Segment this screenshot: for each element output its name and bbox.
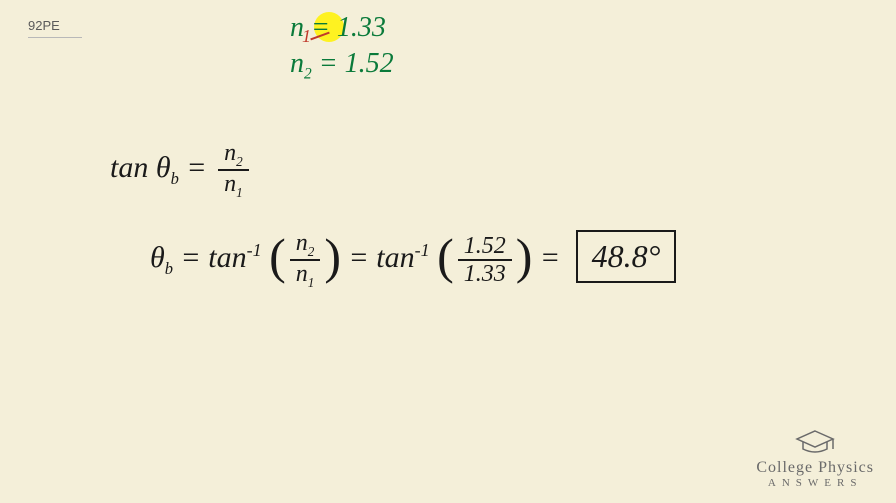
eq2-mid: = tan — [349, 241, 415, 274]
paren-open-2: ( — [437, 234, 454, 279]
eq2-part1: θb = tan-1 — [150, 241, 262, 274]
eq2-equals: = — [540, 241, 568, 274]
corrected-subscript: 1 — [302, 26, 311, 47]
eq2-mid-sup: -1 — [415, 240, 430, 260]
eq1-lhs: tan θb = — [110, 151, 207, 184]
eq1-denominator: n1 — [218, 171, 249, 200]
paren-open-1: ( — [269, 234, 286, 279]
paren-close-1: ) — [324, 234, 341, 279]
brand-line2: Answers — [756, 477, 874, 489]
paren-close-2: ) — [516, 234, 533, 279]
eq2-frac2-num: 1.52 — [458, 233, 512, 261]
eq1-fraction: n2 n1 — [218, 140, 249, 201]
eq2-frac1-num: n2 — [290, 230, 321, 261]
given-n2: n2 = 1.52 — [290, 48, 394, 84]
eq2-frac2: 1.52 1.33 — [458, 233, 512, 288]
problem-number: 92PE — [28, 18, 82, 38]
eq2-frac2-den: 1.33 — [458, 261, 512, 287]
eq2-frac1-den: n1 — [290, 261, 321, 290]
eq1-numerator: n2 — [218, 140, 249, 171]
final-answer: 48.8° — [576, 230, 677, 283]
brand-logo: College Physics Answers — [756, 429, 874, 489]
graduation-cap-icon — [793, 429, 837, 455]
equation-tan-theta: tan θb = n2 n1 — [110, 140, 253, 201]
brand-line1: College Physics — [756, 459, 874, 477]
equation-solution: θb = tan-1 ( n2 n1 ) = tan-1 ( 1.52 1.33… — [150, 230, 676, 291]
eq2-frac1: n2 n1 — [290, 230, 321, 291]
